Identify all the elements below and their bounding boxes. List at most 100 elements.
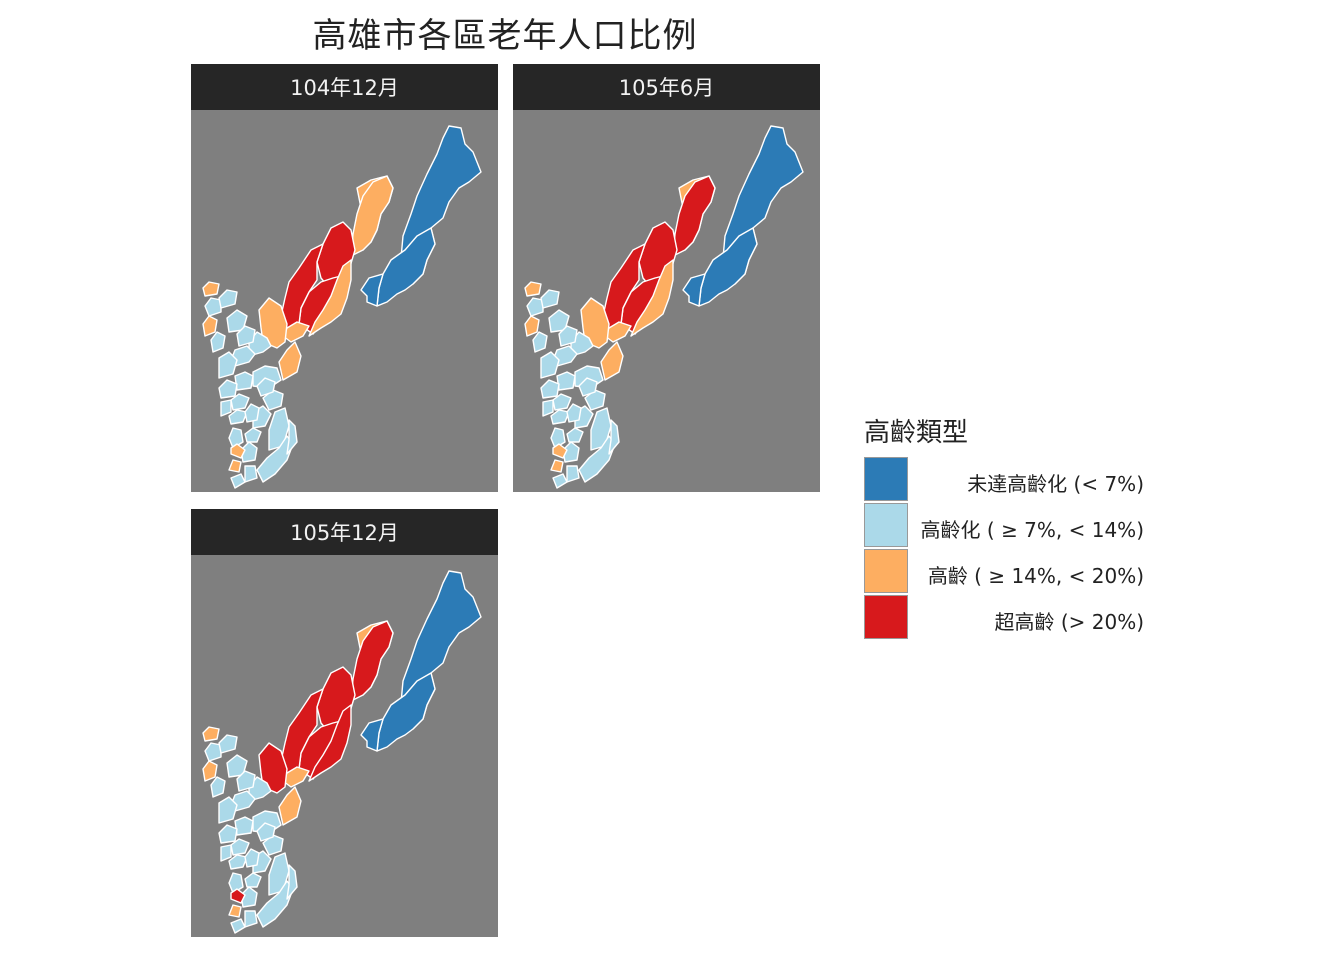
district-xinxing xyxy=(256,822,276,842)
district-nanzi xyxy=(228,854,248,870)
district-meinong xyxy=(630,259,674,337)
map-area xyxy=(191,555,498,937)
district-renwu xyxy=(234,371,254,391)
district-hunei xyxy=(210,776,226,798)
district-qieding xyxy=(202,760,218,782)
district-map xyxy=(524,125,804,489)
district-luzhu xyxy=(218,351,238,379)
district-niaosong xyxy=(584,389,606,411)
district-gushan xyxy=(550,427,566,449)
district-linyuan xyxy=(578,435,616,483)
legend-swatch xyxy=(864,503,908,547)
district-mituo xyxy=(218,734,238,754)
district-lingya xyxy=(566,427,584,443)
district-gangshan xyxy=(540,379,560,399)
district-dashu xyxy=(600,341,624,381)
panel-label: 104年12月 xyxy=(191,64,498,110)
district-xiaogang-b xyxy=(236,325,256,347)
district-jiaxian xyxy=(672,175,716,257)
district-qieding xyxy=(202,315,218,337)
district-jiaxian xyxy=(350,620,394,702)
legend-swatch xyxy=(864,457,908,501)
legend-label: 未達高齡化 (< 7%) xyxy=(967,472,1144,496)
district-cijin xyxy=(230,473,246,489)
district-sanmin xyxy=(244,403,260,423)
legend-item-a: 未達高齡化 (< 7%) xyxy=(864,457,1154,503)
district-mituo xyxy=(218,289,238,309)
district-xiaogang xyxy=(566,465,580,483)
district-xinxing xyxy=(578,377,598,397)
district-lingya xyxy=(244,427,262,443)
district-yong-an xyxy=(204,742,222,762)
district-mituo xyxy=(540,289,560,309)
district-tianliao xyxy=(258,297,288,349)
district-yong-an xyxy=(204,297,222,317)
district-renwu xyxy=(556,371,576,391)
district-maolin xyxy=(360,718,384,752)
district-niaosong xyxy=(262,834,284,856)
district-xiaogang-b xyxy=(236,770,256,792)
panel-label: 105年6月 xyxy=(513,64,820,110)
district-luzhu xyxy=(218,796,238,824)
district-alian-b xyxy=(220,399,232,417)
district-dashu xyxy=(278,341,302,381)
legend-label: 高齡化 ( ≥ 7%, < 14%) xyxy=(920,518,1144,542)
legend-swatch xyxy=(864,549,908,593)
district-nanzi xyxy=(550,409,570,425)
legend-title: 高齡類型 xyxy=(864,418,969,448)
district-nanzi xyxy=(228,409,248,425)
district-xiaogang xyxy=(244,910,258,928)
district-sanmin xyxy=(566,403,582,423)
district-map xyxy=(202,570,482,934)
legend: 高齡類型 未達高齡化 (< 7%) 高齡化 ( ≥ 7%, < 14%) 高齡 … xyxy=(864,412,1154,641)
district-hunei xyxy=(210,331,226,353)
panel-label: 105年12月 xyxy=(191,509,498,555)
district-alian-b xyxy=(542,399,554,417)
legend-item-d: 超高齡 (> 20%) xyxy=(864,595,1154,641)
district-qianjin xyxy=(230,888,246,904)
district-namaxia xyxy=(376,227,436,307)
district-tianliao xyxy=(258,742,288,794)
district-sanmin xyxy=(244,848,260,868)
district-linyuan-south xyxy=(286,864,298,900)
district-luzhu xyxy=(540,351,560,379)
map-panel-105-06: 105年6月 xyxy=(513,64,820,492)
district-yancheng xyxy=(228,904,242,918)
district-linyuan-south xyxy=(286,419,298,455)
district-maolin xyxy=(682,273,706,307)
district-yanchao-b xyxy=(202,726,220,742)
district-yancheng xyxy=(550,459,564,473)
district-tianliao xyxy=(580,297,610,349)
district-gangshan xyxy=(218,824,238,844)
district-xinxing xyxy=(256,377,276,397)
legend-swatch xyxy=(864,595,908,639)
district-meinong xyxy=(308,259,352,337)
legend-label: 高齡 ( ≥ 14%, < 20%) xyxy=(927,564,1144,588)
district-qieding xyxy=(524,315,540,337)
district-jiaxian xyxy=(350,175,394,257)
district-renwu xyxy=(234,816,254,836)
district-cijin xyxy=(552,473,568,489)
district-hunei xyxy=(532,331,548,353)
legend-item-c: 高齡 ( ≥ 14%, < 20%) xyxy=(864,549,1154,595)
district-yong-an xyxy=(526,297,544,317)
district-xiaogang-b xyxy=(558,325,578,347)
district-gushan xyxy=(228,872,244,894)
district-linyuan xyxy=(256,880,294,928)
map-panel-104-12: 104年12月 xyxy=(191,64,498,492)
district-cijin xyxy=(230,918,246,934)
district-gushan xyxy=(228,427,244,449)
district-meinong xyxy=(308,704,352,782)
map-panel-105-12: 105年12月 xyxy=(191,509,498,937)
district-dashu xyxy=(278,786,302,826)
district-linyuan xyxy=(256,435,294,483)
district-linyuan-south xyxy=(608,419,620,455)
map-area xyxy=(513,110,820,492)
district-xiaogang xyxy=(244,465,258,483)
district-namaxia xyxy=(376,672,436,752)
district-lingya xyxy=(244,872,262,888)
district-niaosong xyxy=(262,389,284,411)
district-namaxia xyxy=(698,227,758,307)
district-gangshan xyxy=(218,379,238,399)
legend-label: 超高齡 (> 20%) xyxy=(994,610,1144,634)
